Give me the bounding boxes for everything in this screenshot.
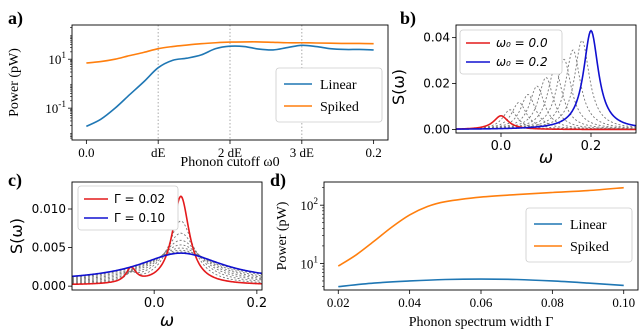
panel-c: c) 0.0 0.2 0.000 0.005 0.010 ω S(ω) Γ = 0.02 Γ = … bbox=[7, 170, 267, 331]
plot-frame-b bbox=[455, 24, 637, 134]
x-tick-label: 0.02 bbox=[327, 295, 350, 310]
x-axis-label: ω bbox=[160, 311, 174, 331]
intermediate-curve bbox=[71, 239, 262, 282]
y-tick-label: 0.02 bbox=[423, 77, 450, 91]
series-line bbox=[71, 252, 262, 278]
panel-label-d: d) bbox=[270, 170, 286, 191]
x-tick-label: 0.0 bbox=[144, 296, 165, 311]
series-line-linear bbox=[86, 44, 374, 128]
legend-label: Spiked bbox=[570, 240, 609, 255]
series-line-linear bbox=[338, 278, 624, 288]
series-line bbox=[455, 29, 637, 130]
y-axis-label: S(ω) bbox=[7, 218, 26, 254]
intermediate-curve bbox=[71, 247, 262, 280]
y-tick-label: 0.00 bbox=[423, 123, 450, 137]
intermediate-curve bbox=[455, 67, 637, 130]
series-line-spiked bbox=[86, 41, 374, 64]
y-tick-label: 102 bbox=[300, 197, 318, 213]
panel-b: b) 0.0 0.2 0.00 0.02 0.04 ω S(ω) ω₀ = 0.0 ω₀ = 0.… bbox=[389, 8, 637, 168]
legend-label: Γ = 0.02 bbox=[114, 192, 165, 206]
intermediate-curve bbox=[455, 58, 637, 130]
x-axis-label: Phonon spectrum width Γ bbox=[409, 315, 554, 330]
x-tick-label: dE bbox=[151, 145, 166, 160]
legend-label: ω₀ = 0.0 bbox=[496, 36, 548, 50]
y-tick-label: 10-1 bbox=[45, 100, 66, 116]
legend-label: Spiked bbox=[320, 100, 359, 115]
x-axis-label: ω bbox=[539, 148, 553, 168]
intermediate-curve bbox=[71, 244, 262, 281]
legend-label: Linear bbox=[320, 78, 357, 93]
legend-box bbox=[77, 185, 179, 231]
y-tick-label: 0.04 bbox=[423, 31, 450, 45]
intermediate-curve bbox=[71, 251, 262, 278]
legend-box bbox=[459, 29, 563, 75]
y-axis-label: S(ω) bbox=[389, 69, 408, 105]
x-tick-label: 0.08 bbox=[541, 295, 564, 310]
panel-d: d) 0.02 0.04 0.06 0.08 0.10 102 101 Phonon spect… bbox=[270, 170, 639, 330]
x-tick-label: 2 dE bbox=[218, 145, 242, 160]
y-axis-label: Power (pW) bbox=[7, 48, 22, 117]
y-tick-label: 0.000 bbox=[32, 279, 66, 293]
panel-a: a) 0.0 dE 2 dE 3 dE 0.2 101 10-1 Phonon cutoff ω… bbox=[7, 8, 389, 170]
x-tick-label: 0.06 bbox=[470, 295, 493, 310]
x-tick-label: 3 dE bbox=[290, 145, 314, 160]
x-tick-label: 0.0 bbox=[491, 139, 512, 154]
legend-box bbox=[275, 67, 383, 123]
legend-label: Γ = 0.10 bbox=[114, 211, 165, 225]
y-tick-label: 0.005 bbox=[32, 241, 66, 255]
x-tick-label: 0.2 bbox=[581, 139, 602, 154]
intermediate-curve bbox=[455, 93, 636, 130]
panel-label-b: b) bbox=[400, 8, 416, 29]
x-tick-label: 0.2 bbox=[366, 145, 382, 160]
legend-label: ω₀ = 0.2 bbox=[496, 55, 548, 69]
series-line bbox=[71, 195, 262, 286]
intermediate-curve bbox=[71, 232, 262, 283]
panel-label-a: a) bbox=[8, 8, 23, 29]
x-tick-label: 0.10 bbox=[612, 295, 635, 310]
intermediate-curve bbox=[455, 85, 637, 130]
plot-frame-c bbox=[71, 181, 263, 291]
y-tick-label: 101 bbox=[48, 51, 66, 67]
series-line bbox=[455, 114, 636, 131]
x-axis-label: Phonon cutoff ω0 bbox=[180, 155, 279, 170]
x-tick-label: 0.0 bbox=[78, 145, 94, 160]
x-tick-label: 0.2 bbox=[247, 296, 268, 311]
x-tick-label: 0.04 bbox=[398, 295, 421, 310]
intermediate-curve bbox=[455, 76, 637, 130]
series-line-spiked bbox=[337, 186, 624, 267]
legend-box bbox=[525, 207, 633, 263]
y-axis-label: Power (pW) bbox=[275, 201, 290, 270]
y-tick-label: 0.010 bbox=[32, 202, 66, 216]
y-tick-label: 101 bbox=[300, 255, 318, 271]
legend-label: Linear bbox=[570, 218, 607, 233]
panel-label-c: c) bbox=[8, 170, 22, 191]
